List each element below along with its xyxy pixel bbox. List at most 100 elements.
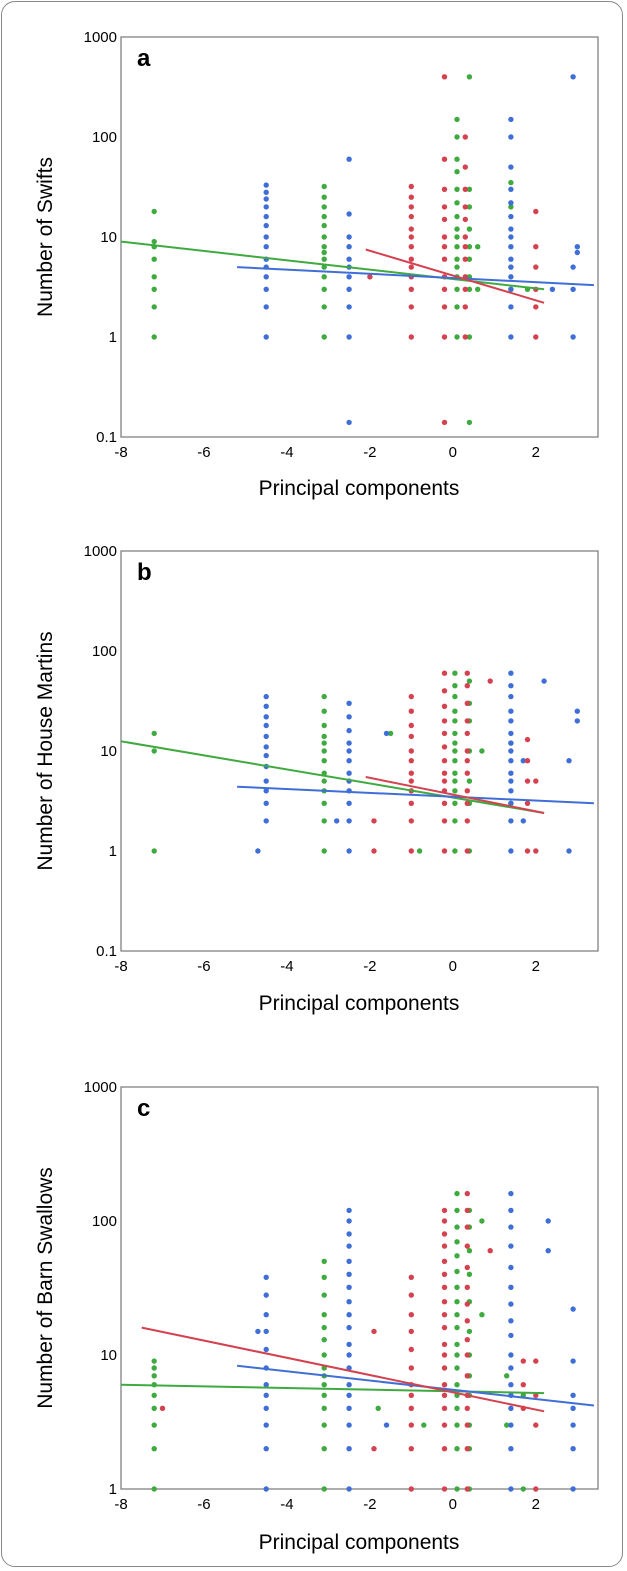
marks-b [120,670,594,854]
data-point-green [452,818,458,824]
data-point-green [466,678,473,684]
data-point-blue [383,1422,390,1428]
data-point-red [464,1190,470,1197]
data-point-red [408,758,414,764]
data-point-green [454,1239,460,1245]
data-point-blue [508,1332,514,1339]
data-point-red [367,274,373,280]
y-tick-label: 1000 [84,543,117,560]
data-point-red [441,758,448,764]
data-point-blue [346,1365,352,1371]
data-point-blue [263,1422,269,1428]
fit-line-green [120,1383,545,1395]
data-point-green [466,74,473,80]
data-point-red [408,286,414,292]
data-point-blue [346,274,352,280]
data-point-red [464,1243,470,1249]
data-point-green [454,156,460,162]
data-point-red [441,1312,448,1318]
data-point-green [454,334,460,340]
panel-b: b Number of House Martins Principal comp… [34,543,599,1015]
data-point-green [466,1248,473,1254]
data-point-red [441,1422,448,1428]
data-point-blue [508,748,514,754]
data-point-blue [508,800,514,806]
data-point-green [452,758,458,764]
data-point-blue [263,714,269,720]
data-point-blue [566,758,572,764]
data-point-green [454,1341,460,1348]
x-tick-label: 2 [532,958,540,975]
data-point-red [371,848,377,854]
tick-labels-c: 1 10 100 1000 -8 -6 -4 -2 0 2 [84,1079,540,1513]
data-point-green [321,848,327,854]
data-point-green [321,183,327,190]
fit-line-red [365,776,545,814]
data-point-blue [570,1306,576,1312]
data-point-green [321,1392,327,1399]
data-point-blue [346,700,352,706]
data-point-red [371,818,377,824]
data-point-red [408,204,414,210]
y-axis-title-a: Number of Swifts [34,157,57,317]
data-point-red [464,1207,470,1214]
data-point-blue [263,818,269,824]
data-point-blue [508,1284,514,1291]
data-point-blue [541,678,547,684]
x-tick-label: -2 [363,958,376,975]
y-tick-label: 0.1 [96,429,117,446]
data-point-red [441,74,448,80]
x-tick-label: 2 [532,444,540,461]
plot-area-c [120,1086,599,1490]
data-point-green [452,800,458,806]
data-point-green [454,304,460,310]
x-tick-label: 0 [449,1496,457,1513]
data-point-blue [263,693,269,700]
data-point-green [454,234,460,240]
data-point-blue [346,1231,352,1237]
data-point-blue [346,1258,352,1265]
data-point-green [321,234,327,240]
data-point-green [321,213,327,220]
data-point-green [454,1268,460,1275]
data-point-blue [263,204,269,210]
data-point-red [464,700,470,706]
data-point-blue [545,1248,551,1254]
data-point-green [504,1373,510,1379]
data-point-blue [346,1207,352,1214]
data-point-red [371,1446,377,1452]
data-point-red [441,304,448,310]
marks-a [120,74,594,426]
data-point-blue [346,714,352,720]
data-point-green [321,778,327,784]
data-point-green [321,1382,327,1388]
data-point-green [321,818,327,824]
data-point-blue [263,234,269,240]
data-point-red [408,1422,414,1428]
fit-line-blue [237,266,594,287]
data-point-red [464,818,470,824]
data-point-red [464,1318,470,1324]
data-point-blue [545,1218,551,1224]
data-point-blue [263,1382,269,1388]
data-point-green [321,1422,327,1428]
data-point-green [321,264,327,270]
data-point-blue [574,244,580,250]
data-point-green [454,264,460,270]
data-point-blue [508,334,514,340]
data-point-green [321,1405,327,1412]
data-point-green [466,1271,473,1278]
data-point-red [533,1422,539,1428]
data-point-green [454,1382,460,1388]
data-point-blue [346,748,352,754]
data-point-red [441,1446,448,1452]
data-point-blue [346,286,352,292]
data-point-red [441,670,448,676]
data-point-blue [346,156,352,162]
data-point-green [321,256,327,262]
data-point-red [464,718,470,724]
data-point-blue [508,1264,514,1271]
data-point-red [462,256,468,262]
data-point-blue [263,733,269,740]
data-point-blue [508,670,514,676]
